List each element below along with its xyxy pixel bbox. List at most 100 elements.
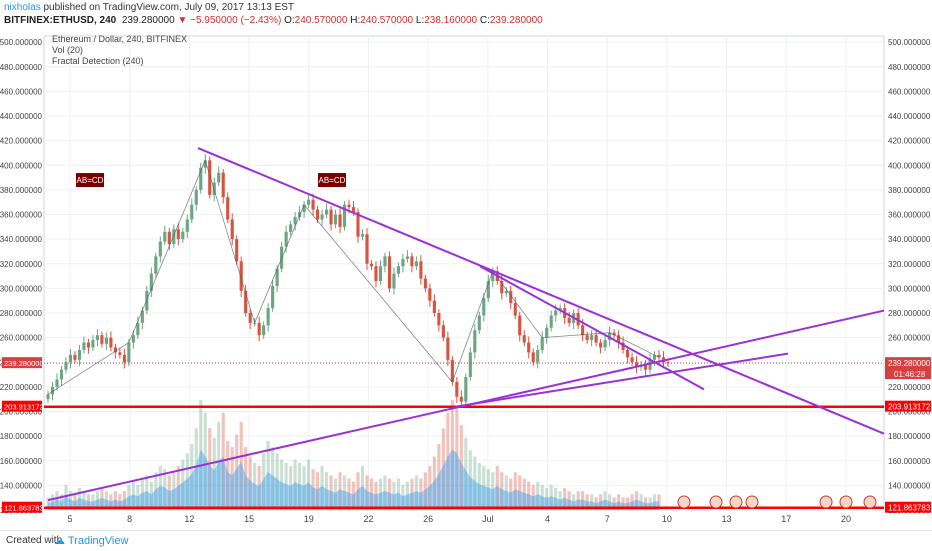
volume-bar xyxy=(500,472,504,510)
plot-area[interactable] xyxy=(43,35,885,511)
volume-bar xyxy=(486,469,490,510)
volume-bar xyxy=(118,494,122,510)
y-tick-label-right: 360.000000 xyxy=(888,211,931,220)
trend-line[interactable] xyxy=(455,352,789,408)
event-flag-icon[interactable] xyxy=(709,495,723,509)
low-value: 238.160000 xyxy=(424,15,478,26)
y-tick-label-left: 380.000000 xyxy=(0,186,43,195)
y-tick-label-right: 400.000000 xyxy=(888,161,931,170)
volume-bar xyxy=(594,497,598,510)
candle-body xyxy=(585,335,589,341)
y-tick-label-right: 220.000000 xyxy=(888,383,931,392)
event-flag-icon[interactable] xyxy=(729,495,743,509)
candle-body xyxy=(333,214,338,225)
candle-body xyxy=(657,354,661,358)
candle-body xyxy=(518,315,522,336)
volume-bar xyxy=(203,412,207,510)
y-tick-label-right: 500.000000 xyxy=(888,38,931,47)
open-label: O: xyxy=(284,15,295,26)
candle-body xyxy=(131,335,135,343)
candle-body xyxy=(473,330,477,353)
event-flag-icon[interactable] xyxy=(863,495,877,509)
volume-bar xyxy=(167,475,171,510)
candle-body xyxy=(450,359,454,382)
candle-body xyxy=(257,322,261,336)
candle-body xyxy=(383,256,387,267)
volume-bar xyxy=(652,494,657,510)
pattern-tag-label: AB=CD xyxy=(319,176,346,185)
candle-body xyxy=(423,278,427,289)
indicator-legend: Ethereum / Dollar, 240, BITFINEX Vol (20… xyxy=(52,34,187,67)
volume-bar xyxy=(275,453,279,510)
volume-bar xyxy=(347,478,351,510)
candle-body xyxy=(338,214,342,227)
event-flag-icon[interactable] xyxy=(839,495,853,509)
volume-bar xyxy=(392,481,396,510)
candle-body xyxy=(504,290,508,294)
candle-body xyxy=(464,377,468,402)
candle-body xyxy=(194,189,198,205)
event-flag-icon[interactable] xyxy=(745,495,759,509)
trend-line[interactable] xyxy=(197,147,885,435)
pattern-tag-label: AB=CD xyxy=(77,176,104,185)
volume-bar xyxy=(558,491,562,510)
y-tick-label-left: 480.000000 xyxy=(0,63,43,72)
volume-bar xyxy=(621,497,625,510)
candle-body xyxy=(315,209,320,220)
volume-bar xyxy=(423,472,427,510)
price-axis-label: 239.280000 xyxy=(888,359,931,368)
candle-body xyxy=(307,199,311,205)
volume-bar xyxy=(82,491,86,510)
event-flag-icon[interactable] xyxy=(677,495,691,509)
candle-body xyxy=(428,288,432,301)
volume-bar xyxy=(86,494,91,510)
volume-bar xyxy=(181,459,185,510)
legend-volume[interactable]: Vol (20) xyxy=(52,45,84,55)
price-axis-label-box-left xyxy=(2,501,42,513)
candle-body xyxy=(82,342,86,350)
chart-header: nixholas published on TradingView.com, J… xyxy=(0,0,932,28)
candle-body xyxy=(378,266,383,282)
symbol-label[interactable]: BITFINEX:ETHUSD, 240 xyxy=(4,15,117,26)
candle-body xyxy=(459,396,463,402)
candle-body xyxy=(410,256,414,267)
candle-body xyxy=(329,209,333,225)
legend-symbol[interactable]: Ethereum / Dollar, 240, BITFINEX xyxy=(52,34,188,44)
x-tick-label: 4 xyxy=(545,514,550,524)
volume-bar xyxy=(109,494,113,510)
y-tick-label-left: 460.000000 xyxy=(0,87,43,96)
volume-bar xyxy=(522,478,526,510)
volume-bar xyxy=(518,475,522,510)
candle-body xyxy=(266,308,270,326)
price-axis-label-left: 203.913172 xyxy=(4,403,44,412)
candle-body xyxy=(351,207,356,213)
tradingview-logo[interactable]: ☁ TradingView xyxy=(54,535,129,547)
candle-body xyxy=(590,335,594,341)
candle-body xyxy=(154,256,158,274)
publish-line: nixholas published on TradingView.com, J… xyxy=(4,2,294,13)
candle-body xyxy=(122,354,126,363)
volume-bar xyxy=(59,494,64,510)
candle-body xyxy=(221,172,225,198)
volume-bar xyxy=(625,497,630,510)
candle-body xyxy=(226,197,230,220)
volume-bar xyxy=(482,466,486,510)
volume-bar xyxy=(199,400,203,510)
trend-line[interactable] xyxy=(479,265,705,391)
y-tick-label-right: 140.000000 xyxy=(888,481,931,490)
x-tick-label: 19 xyxy=(304,514,314,524)
candle-body xyxy=(91,340,95,348)
volume-bar xyxy=(414,475,418,510)
volume-bar xyxy=(401,484,405,510)
event-flag-icon[interactable] xyxy=(819,495,833,509)
volume-bar xyxy=(468,450,472,510)
candle-body xyxy=(486,281,490,299)
author-link[interactable]: nixholas xyxy=(4,2,41,13)
candle-body xyxy=(437,313,441,326)
legend-fractal[interactable]: Fractal Detection (240) xyxy=(52,56,144,66)
y-tick-label-left: 200.000000 xyxy=(0,408,43,417)
candle-body xyxy=(127,342,131,363)
volume-bar xyxy=(428,466,432,510)
price-chart[interactable]: 500.000000 500.000000 480.000000 480.000000… xyxy=(0,28,932,530)
candle-body xyxy=(603,340,607,348)
